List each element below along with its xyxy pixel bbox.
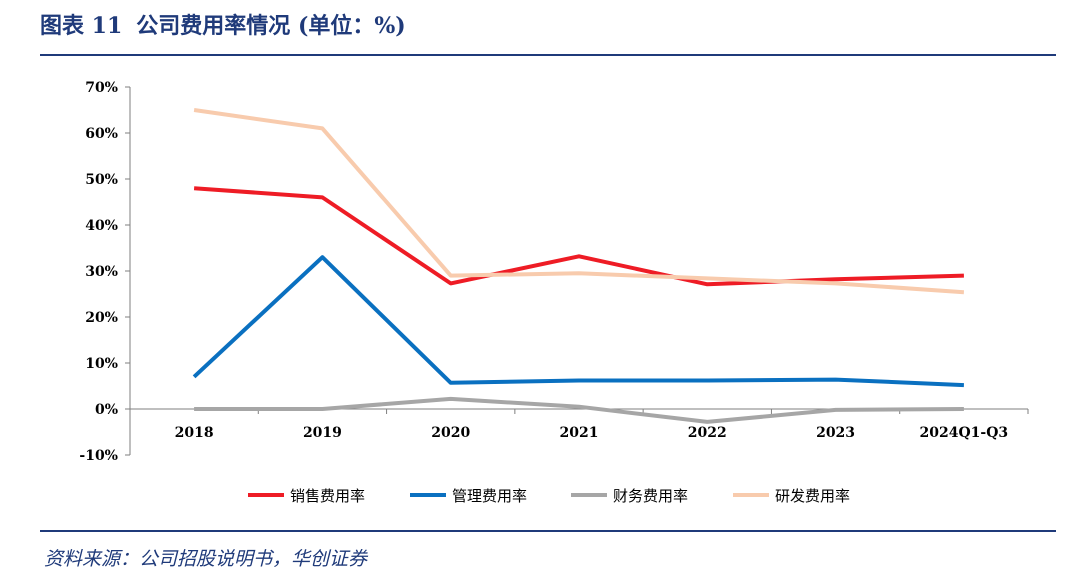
- y-tick-label: 0%: [95, 402, 118, 418]
- y-tick-label: 60%: [85, 126, 118, 142]
- figure-title: 图表 11 公司费用率情况 (单位：%): [40, 8, 406, 40]
- source-note: 资料来源：公司招股说明书，华创证券: [44, 548, 368, 570]
- series-line-4: [193, 108, 965, 295]
- series-line-3: [194, 396, 964, 424]
- series-line-2: [192, 255, 964, 388]
- source-divider: [40, 530, 1056, 532]
- legend-label: 销售费用率: [290, 487, 365, 505]
- x-tick-label: 2021: [560, 425, 599, 441]
- y-tick-label: -10%: [79, 448, 118, 464]
- x-tick-label: 2023: [816, 425, 855, 441]
- x-tick-label: 2024Q1-Q3: [920, 425, 1009, 441]
- y-tick-label: 20%: [85, 310, 118, 326]
- y-tick-label: 10%: [85, 356, 118, 372]
- legend-label: 管理费用率: [452, 487, 527, 505]
- y-tick-label: 30%: [85, 264, 118, 280]
- legend: 销售费用率 管理费用率 财务费用率 研发费用率: [248, 487, 850, 505]
- y-tick-label: 40%: [85, 218, 118, 234]
- x-tick-label: 2019: [303, 425, 342, 441]
- x-tick-label: 2018: [175, 425, 214, 441]
- x-tick-label: 2020: [431, 425, 470, 441]
- title-divider: [40, 54, 1056, 56]
- figure-label: 图表 11: [40, 13, 123, 39]
- y-tick-label: 50%: [85, 172, 118, 188]
- figure-title-text: 公司费用率情况 (单位：%): [136, 13, 406, 39]
- x-tick-label: 2022: [688, 425, 727, 441]
- legend-label: 研发费用率: [775, 487, 850, 505]
- legend-label: 财务费用率: [613, 487, 688, 505]
- y-axis: 70% 60% 50% 40% 30% 20% 10% 0% -10%: [79, 80, 131, 464]
- y-tick-label: 70%: [85, 80, 118, 96]
- series-layer: [192, 108, 965, 424]
- x-axis: 2018 2019 2020 2021 2022 2023 2024Q1-Q3: [129, 408, 1029, 441]
